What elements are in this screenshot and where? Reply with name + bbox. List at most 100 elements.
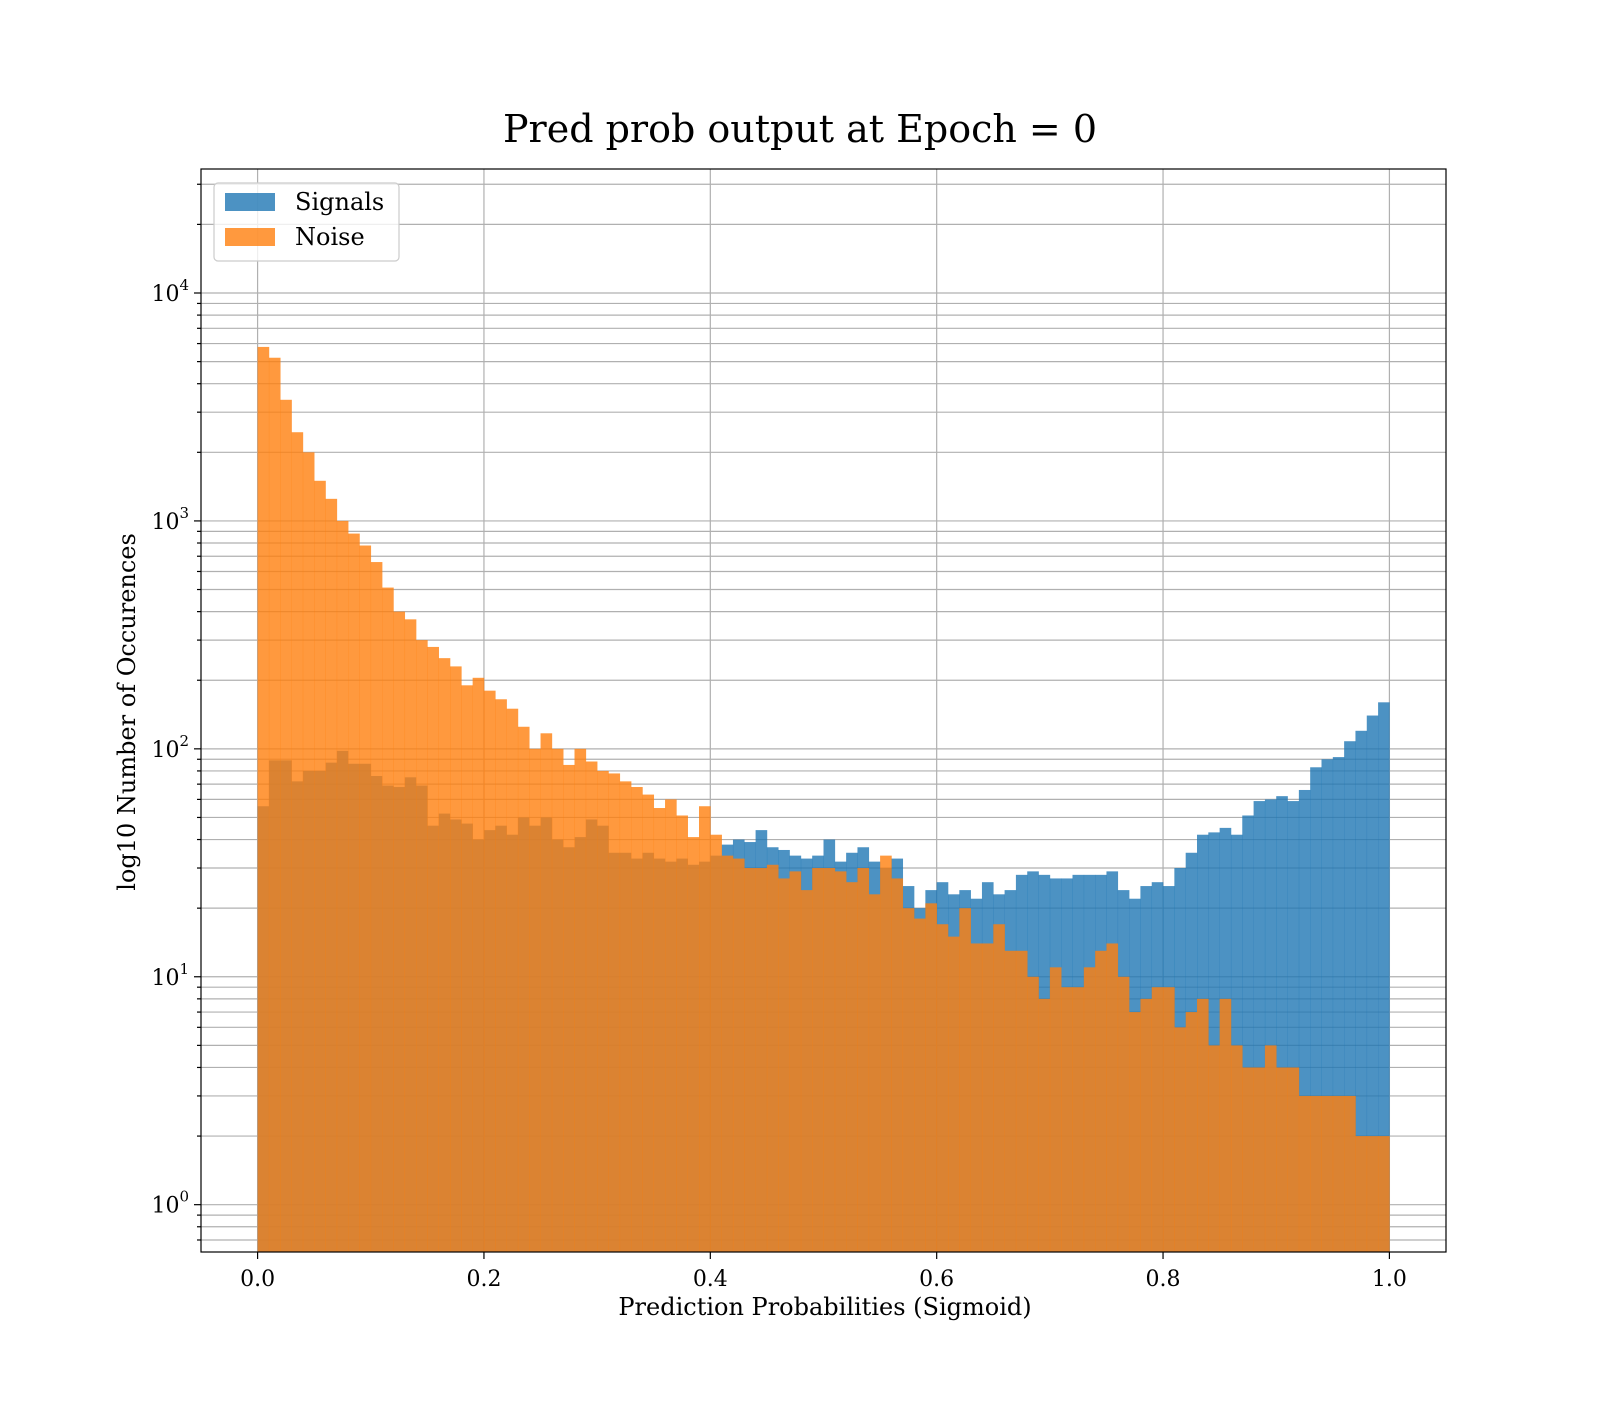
histogram-bar — [1355, 730, 1368, 1252]
histogram-bar — [495, 699, 507, 1252]
histogram-bar — [1378, 1136, 1390, 1252]
histogram-bar — [472, 677, 485, 1252]
histogram-bar — [585, 761, 598, 1252]
histogram-bar — [1129, 1012, 1141, 1252]
histogram-bar — [1276, 796, 1288, 1252]
x-tick-label: 0.2 — [466, 1267, 501, 1292]
histogram-bar — [1298, 1095, 1311, 1252]
histogram-bar — [981, 943, 994, 1252]
x-tick-label: 0.6 — [919, 1267, 954, 1292]
histogram-bar — [1219, 998, 1232, 1252]
histogram-bar — [416, 640, 428, 1252]
histogram-bar — [823, 868, 836, 1252]
histogram-bar — [1095, 950, 1107, 1252]
histogram-bar — [574, 748, 587, 1252]
histogram-bar — [732, 858, 745, 1252]
chart-title: Pred prob output at Epoch = 0 — [503, 107, 1097, 151]
histogram-bar — [1117, 976, 1130, 1252]
histogram-bar — [483, 690, 496, 1252]
histogram-bar — [993, 924, 1005, 1252]
histogram-bar — [1366, 715, 1379, 1252]
histogram-bar — [1321, 759, 1334, 1252]
histogram-bar — [1298, 789, 1311, 1252]
histogram-bar — [370, 562, 383, 1252]
y-tick-label: 103 — [151, 504, 189, 535]
x-tick-label: 0.0 — [240, 1267, 275, 1292]
histogram-bar — [744, 868, 756, 1252]
histogram-bar — [1332, 757, 1345, 1252]
axes-layer: 0.0 0.2 0.4 0.6 0.8 1.0 100 101 102 103 104 — [151, 168, 1447, 1292]
histogram-bar — [563, 764, 575, 1252]
histogram-bar — [687, 837, 700, 1252]
histogram-bar — [529, 748, 541, 1252]
histogram-bar — [936, 924, 949, 1252]
histogram-bar — [1378, 702, 1390, 1252]
histogram-bar — [359, 545, 372, 1252]
histogram-bar — [902, 908, 915, 1252]
histogram-bar — [1230, 834, 1243, 1252]
bars-layer — [257, 346, 1390, 1253]
histogram-bar — [1061, 987, 1073, 1252]
histogram-bar — [710, 834, 722, 1252]
histogram-bar — [382, 587, 394, 1252]
histogram-bar — [1310, 767, 1322, 1252]
histogram-bar — [427, 646, 439, 1252]
histogram-bar — [1208, 832, 1220, 1252]
histogram-bar — [653, 808, 666, 1252]
histogram-bar — [1276, 1067, 1288, 1252]
histogram-bar — [1253, 801, 1266, 1252]
histogram-bar — [1140, 998, 1153, 1252]
histogram-bar — [608, 773, 621, 1252]
histogram-bar — [404, 619, 417, 1252]
histogram-bar — [1185, 1012, 1198, 1252]
histogram-bar — [970, 943, 983, 1252]
legend-label-signals: Signals — [295, 188, 384, 216]
histogram-bar — [438, 658, 451, 1252]
histogram-bar — [1344, 741, 1356, 1252]
histogram-bar — [517, 726, 530, 1252]
histogram-bar — [257, 346, 270, 1253]
histogram-bar — [551, 748, 564, 1252]
histogram-bar — [812, 868, 824, 1252]
histogram-bar — [914, 918, 926, 1252]
histogram-bar — [766, 864, 779, 1252]
histogram-bar — [857, 868, 870, 1252]
histogram-bar — [1344, 1095, 1356, 1252]
histogram-bar — [1321, 1095, 1334, 1252]
histogram-bar — [959, 908, 971, 1252]
legend: Signals Noise — [213, 182, 400, 262]
histogram-bar — [1004, 950, 1017, 1252]
histogram-bar — [755, 868, 768, 1252]
histogram-bar — [925, 903, 937, 1252]
histogram-bar — [1264, 1045, 1277, 1252]
histogram-bar — [880, 855, 892, 1252]
histogram-bar — [1072, 987, 1085, 1252]
x-tick-label: 0.4 — [693, 1267, 728, 1292]
y-tick-label: 100 — [151, 1188, 189, 1219]
histogram-bar — [834, 871, 847, 1252]
histogram-bar — [676, 815, 688, 1252]
histogram-bar — [302, 452, 315, 1252]
histogram-bar — [1242, 1067, 1254, 1252]
x-tick-label: 0.8 — [1146, 1267, 1181, 1292]
histogram-bar — [1287, 801, 1300, 1252]
histogram-bar — [1242, 815, 1254, 1252]
histogram-bar — [1163, 987, 1175, 1252]
y-tick-label: 104 — [151, 276, 189, 307]
histogram-bar — [1027, 976, 1039, 1252]
histogram-bar — [721, 855, 734, 1252]
histogram-bar — [291, 432, 304, 1253]
histogram-bar — [1287, 1067, 1300, 1252]
histogram-bar — [336, 520, 349, 1252]
histogram-bar — [665, 799, 677, 1252]
histogram-bar — [1151, 987, 1164, 1252]
x-axis-label: Prediction Probabilities (Sigmoid) — [618, 1293, 1031, 1321]
series-noise — [257, 346, 1390, 1253]
legend-swatch-signals — [225, 193, 275, 211]
histogram-bar — [948, 936, 960, 1252]
y-axis-label: log10 Number of Occurences — [113, 533, 141, 891]
histogram-bar — [1230, 1045, 1243, 1252]
histogram-bar — [1355, 1136, 1368, 1252]
